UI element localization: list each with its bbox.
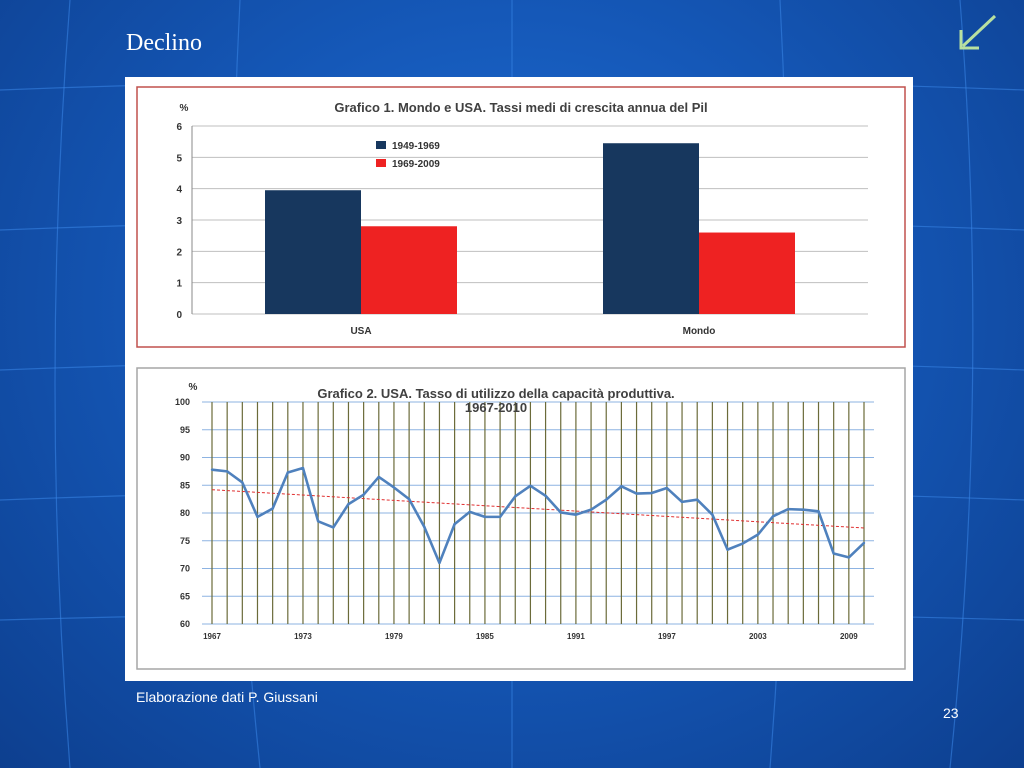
chart2-point bbox=[362, 493, 365, 496]
chart1-legend-label: 1969-2009 bbox=[392, 159, 440, 170]
chart-capacity-utilization: 60 65 70 75 80 85 90 95 100% Grafico 2. USA. Tass… bbox=[136, 367, 906, 670]
chart2-point bbox=[832, 552, 835, 555]
chart2-xtick-label: 1997 bbox=[658, 632, 676, 641]
chart2-point bbox=[786, 507, 790, 511]
chart2-point bbox=[711, 513, 714, 516]
chart2-xtick-label: 1973 bbox=[294, 632, 312, 641]
chart2-series-line bbox=[211, 466, 865, 565]
chart2-point bbox=[559, 511, 562, 514]
chart2-ytick-label: 75 bbox=[180, 536, 190, 546]
chart2-point bbox=[332, 526, 335, 529]
chart2-title: Grafico 2. USA. Tasso di utilizzo della … bbox=[317, 386, 674, 401]
chart2-point bbox=[347, 502, 350, 506]
chart2-point bbox=[210, 468, 214, 471]
chart2-point bbox=[377, 475, 380, 479]
chart1-ytick-label: 6 bbox=[176, 122, 182, 133]
chart2-point bbox=[423, 525, 426, 529]
chart2-title-line2: 1967-2010 bbox=[465, 400, 527, 415]
chart2-ytick-label: 90 bbox=[180, 453, 190, 463]
chart2-point bbox=[438, 561, 441, 565]
chart1-ytick-label: 5 bbox=[176, 153, 182, 164]
chart2-ytick-label: 65 bbox=[180, 591, 190, 601]
chart1-legend-swatch bbox=[376, 141, 386, 149]
chart2-border bbox=[136, 367, 906, 670]
chart2-point bbox=[271, 507, 274, 510]
chart2-ytick-label: 100 bbox=[175, 397, 190, 407]
chart1-ytick-label: 1 bbox=[176, 279, 182, 290]
chart2-point bbox=[407, 497, 411, 501]
chart2-point bbox=[256, 515, 259, 519]
chart2-point bbox=[544, 494, 547, 497]
chart2-point bbox=[589, 508, 593, 511]
chart1-category-label: USA bbox=[350, 326, 371, 337]
chart2-ytick-label: 80 bbox=[180, 508, 190, 518]
chart2-point bbox=[241, 481, 244, 484]
chart1-ylabel: % bbox=[180, 103, 189, 114]
chart2-ytick-label: 95 bbox=[180, 425, 190, 435]
chart2-point bbox=[741, 542, 744, 545]
chart2-point bbox=[468, 510, 471, 514]
chart2-point bbox=[453, 522, 456, 526]
chart2-xtick-label: 1985 bbox=[476, 632, 494, 641]
chart2-xtick-label: 1991 bbox=[567, 632, 585, 641]
back-arrow-icon[interactable] bbox=[955, 12, 999, 52]
chart2-point bbox=[301, 466, 305, 470]
chart2-point bbox=[680, 500, 684, 504]
chart1-ytick-label: 3 bbox=[176, 216, 182, 227]
chart2-point bbox=[817, 510, 820, 513]
chart2-trendline bbox=[211, 489, 865, 529]
chart2-point bbox=[771, 515, 775, 518]
chart2-point bbox=[529, 484, 532, 488]
chart1-ytick-label: 0 bbox=[176, 310, 182, 321]
chart1-ytick-label: 2 bbox=[176, 247, 182, 258]
chart2-ytick-label: 60 bbox=[180, 619, 190, 629]
chart2-xtick-label: 1967 bbox=[203, 632, 221, 641]
chart1-bar bbox=[265, 190, 361, 314]
chart2-point bbox=[862, 541, 866, 545]
chart2-point bbox=[650, 491, 653, 495]
chart2-xtick-label: 2009 bbox=[840, 632, 858, 641]
chart2-point bbox=[286, 471, 290, 474]
chart1-legend-swatch bbox=[376, 159, 386, 167]
chart2-point bbox=[696, 498, 699, 501]
chart2-point bbox=[665, 486, 669, 490]
chart2-point bbox=[514, 495, 517, 498]
chart2-point bbox=[316, 520, 320, 523]
chart2-point bbox=[756, 533, 760, 536]
chart1-ytick-label: 4 bbox=[176, 185, 182, 196]
chart1-bar bbox=[699, 232, 795, 314]
chart2-point bbox=[726, 548, 729, 551]
chart2-point bbox=[225, 470, 229, 473]
chart2-ytick-label: 85 bbox=[180, 480, 190, 490]
chart2-ylabel: % bbox=[189, 382, 198, 393]
chart2-point bbox=[847, 556, 851, 559]
chart2-point bbox=[483, 515, 487, 519]
page-number: 23 bbox=[943, 705, 959, 721]
chart1-bar bbox=[361, 226, 457, 314]
chart2-xtick-label: 2003 bbox=[749, 632, 767, 641]
chart2-point bbox=[620, 485, 623, 488]
chart1-title: Grafico 1. Mondo e USA. Tassi medi di cr… bbox=[334, 100, 707, 115]
chart2-point bbox=[635, 492, 638, 495]
chart2-point bbox=[802, 508, 805, 511]
chart1-bar bbox=[603, 143, 699, 314]
chart1-category-label: Mondo bbox=[683, 326, 716, 337]
chart2-point bbox=[392, 486, 396, 489]
credit-text: Elaborazione dati P. Giussani bbox=[136, 689, 318, 705]
chart2-xtick-label: 1979 bbox=[385, 632, 403, 641]
chart2-ytick-label: 70 bbox=[180, 564, 190, 574]
chart2-point bbox=[498, 515, 502, 519]
chart-gdp-growth: Grafico 1. Mondo e USA. Tassi medi di cr… bbox=[136, 86, 906, 348]
chart2-point bbox=[605, 498, 608, 501]
chart1-legend-label: 1949-1969 bbox=[392, 141, 440, 152]
chart2-point bbox=[574, 513, 578, 516]
slide-title: Declino bbox=[126, 30, 202, 56]
